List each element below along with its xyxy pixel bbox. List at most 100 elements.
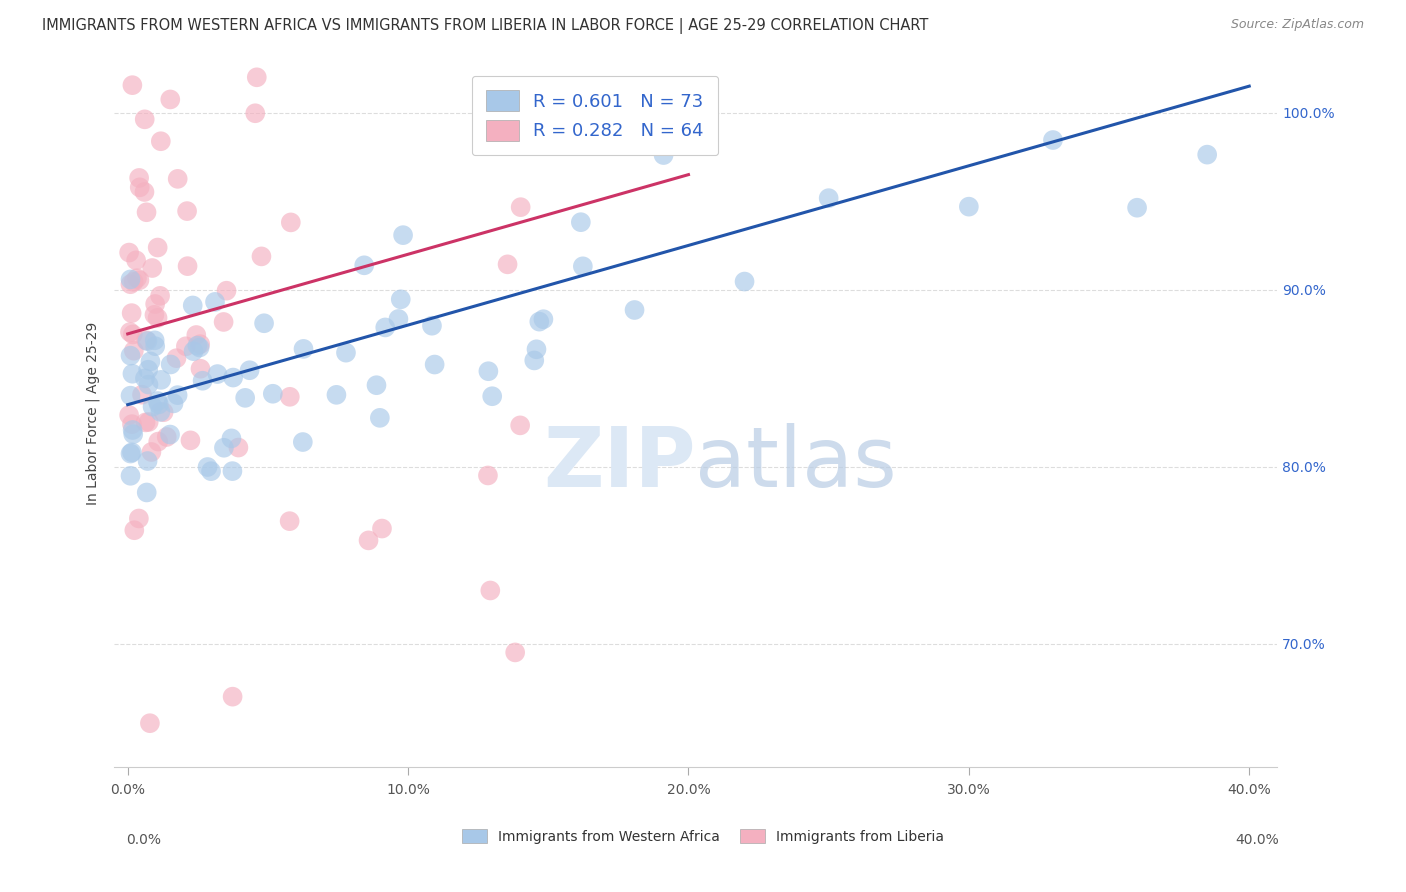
Point: [353, 258, 375, 272]
Point: [503, 645, 526, 659]
Point: [207, 367, 229, 381]
Text: 0.0%: 0.0%: [127, 833, 162, 847]
Point: [143, 334, 166, 348]
Point: [176, 259, 198, 273]
Point: [325, 388, 347, 402]
Point: [186, 328, 208, 343]
Point: [526, 343, 548, 357]
Point: [162, 396, 184, 410]
Point: [652, 148, 675, 162]
Point: [496, 257, 519, 271]
Point: [121, 367, 143, 381]
Point: [174, 339, 197, 353]
Point: [122, 427, 145, 442]
Point: [142, 400, 165, 414]
Point: [121, 423, 143, 437]
Point: [1197, 147, 1219, 161]
Point: [188, 337, 211, 351]
Point: [135, 485, 157, 500]
Point: [124, 523, 146, 537]
Point: [166, 388, 188, 402]
Point: [222, 370, 245, 384]
Point: [1126, 201, 1149, 215]
Text: Source: ZipAtlas.com: Source: ZipAtlas.com: [1230, 18, 1364, 31]
Point: [197, 460, 219, 475]
Point: [134, 112, 156, 127]
Point: [148, 397, 170, 411]
Point: [228, 441, 250, 455]
Point: [389, 293, 412, 307]
Point: [262, 386, 284, 401]
Point: [481, 389, 503, 403]
Point: [149, 289, 172, 303]
Text: 40.0%: 40.0%: [1236, 833, 1279, 847]
Point: [477, 364, 499, 378]
Point: [245, 106, 267, 120]
Legend: R = 0.601   N = 73, R = 0.282   N = 64: R = 0.601 N = 73, R = 0.282 N = 64: [472, 76, 718, 155]
Point: [128, 180, 150, 194]
Point: [121, 417, 143, 432]
Point: [122, 275, 145, 289]
Point: [118, 408, 141, 422]
Point: [118, 325, 141, 339]
Point: [146, 240, 169, 254]
Point: [212, 315, 235, 329]
Point: [221, 431, 243, 445]
Point: [121, 78, 143, 92]
Point: [128, 511, 150, 525]
Point: [509, 200, 531, 214]
Point: [134, 185, 156, 199]
Point: [141, 445, 163, 459]
Point: [204, 294, 226, 309]
Point: [188, 341, 211, 355]
Point: [477, 468, 499, 483]
Point: [335, 345, 357, 359]
Point: [159, 427, 181, 442]
Text: IMMIGRANTS FROM WESTERN AFRICA VS IMMIGRANTS FROM LIBERIA IN LABOR FORCE | AGE 2: IMMIGRANTS FROM WESTERN AFRICA VS IMMIGR…: [42, 18, 928, 34]
Point: [190, 361, 212, 376]
Point: [135, 416, 157, 430]
Point: [278, 514, 301, 528]
Point: [212, 441, 235, 455]
Point: [366, 378, 388, 392]
Point: [120, 468, 142, 483]
Point: [291, 435, 314, 450]
Point: [572, 260, 595, 274]
Point: [200, 464, 222, 478]
Point: [357, 533, 380, 548]
Point: [120, 272, 142, 286]
Point: [509, 418, 531, 433]
Point: [176, 204, 198, 219]
Point: [374, 320, 396, 334]
Point: [423, 358, 446, 372]
Point: [139, 716, 162, 731]
Point: [221, 464, 243, 478]
Point: [159, 358, 181, 372]
Point: [623, 303, 645, 318]
Point: [120, 349, 142, 363]
Point: [149, 134, 172, 148]
Point: [420, 318, 443, 333]
Point: [183, 344, 205, 359]
Point: [138, 377, 160, 392]
Point: [191, 374, 214, 388]
Point: [181, 298, 204, 312]
Point: [120, 389, 142, 403]
Point: [817, 191, 839, 205]
Point: [122, 343, 145, 358]
Point: [246, 70, 269, 85]
Point: [523, 353, 546, 368]
Point: [479, 583, 502, 598]
Point: [253, 316, 276, 330]
Point: [1042, 133, 1064, 147]
Point: [136, 454, 159, 468]
Point: [149, 405, 172, 419]
Point: [250, 249, 273, 263]
Point: [135, 333, 157, 347]
Point: [138, 415, 160, 429]
Point: [136, 362, 159, 376]
Point: [120, 277, 142, 292]
Point: [292, 342, 315, 356]
Point: [148, 434, 170, 449]
Point: [118, 245, 141, 260]
